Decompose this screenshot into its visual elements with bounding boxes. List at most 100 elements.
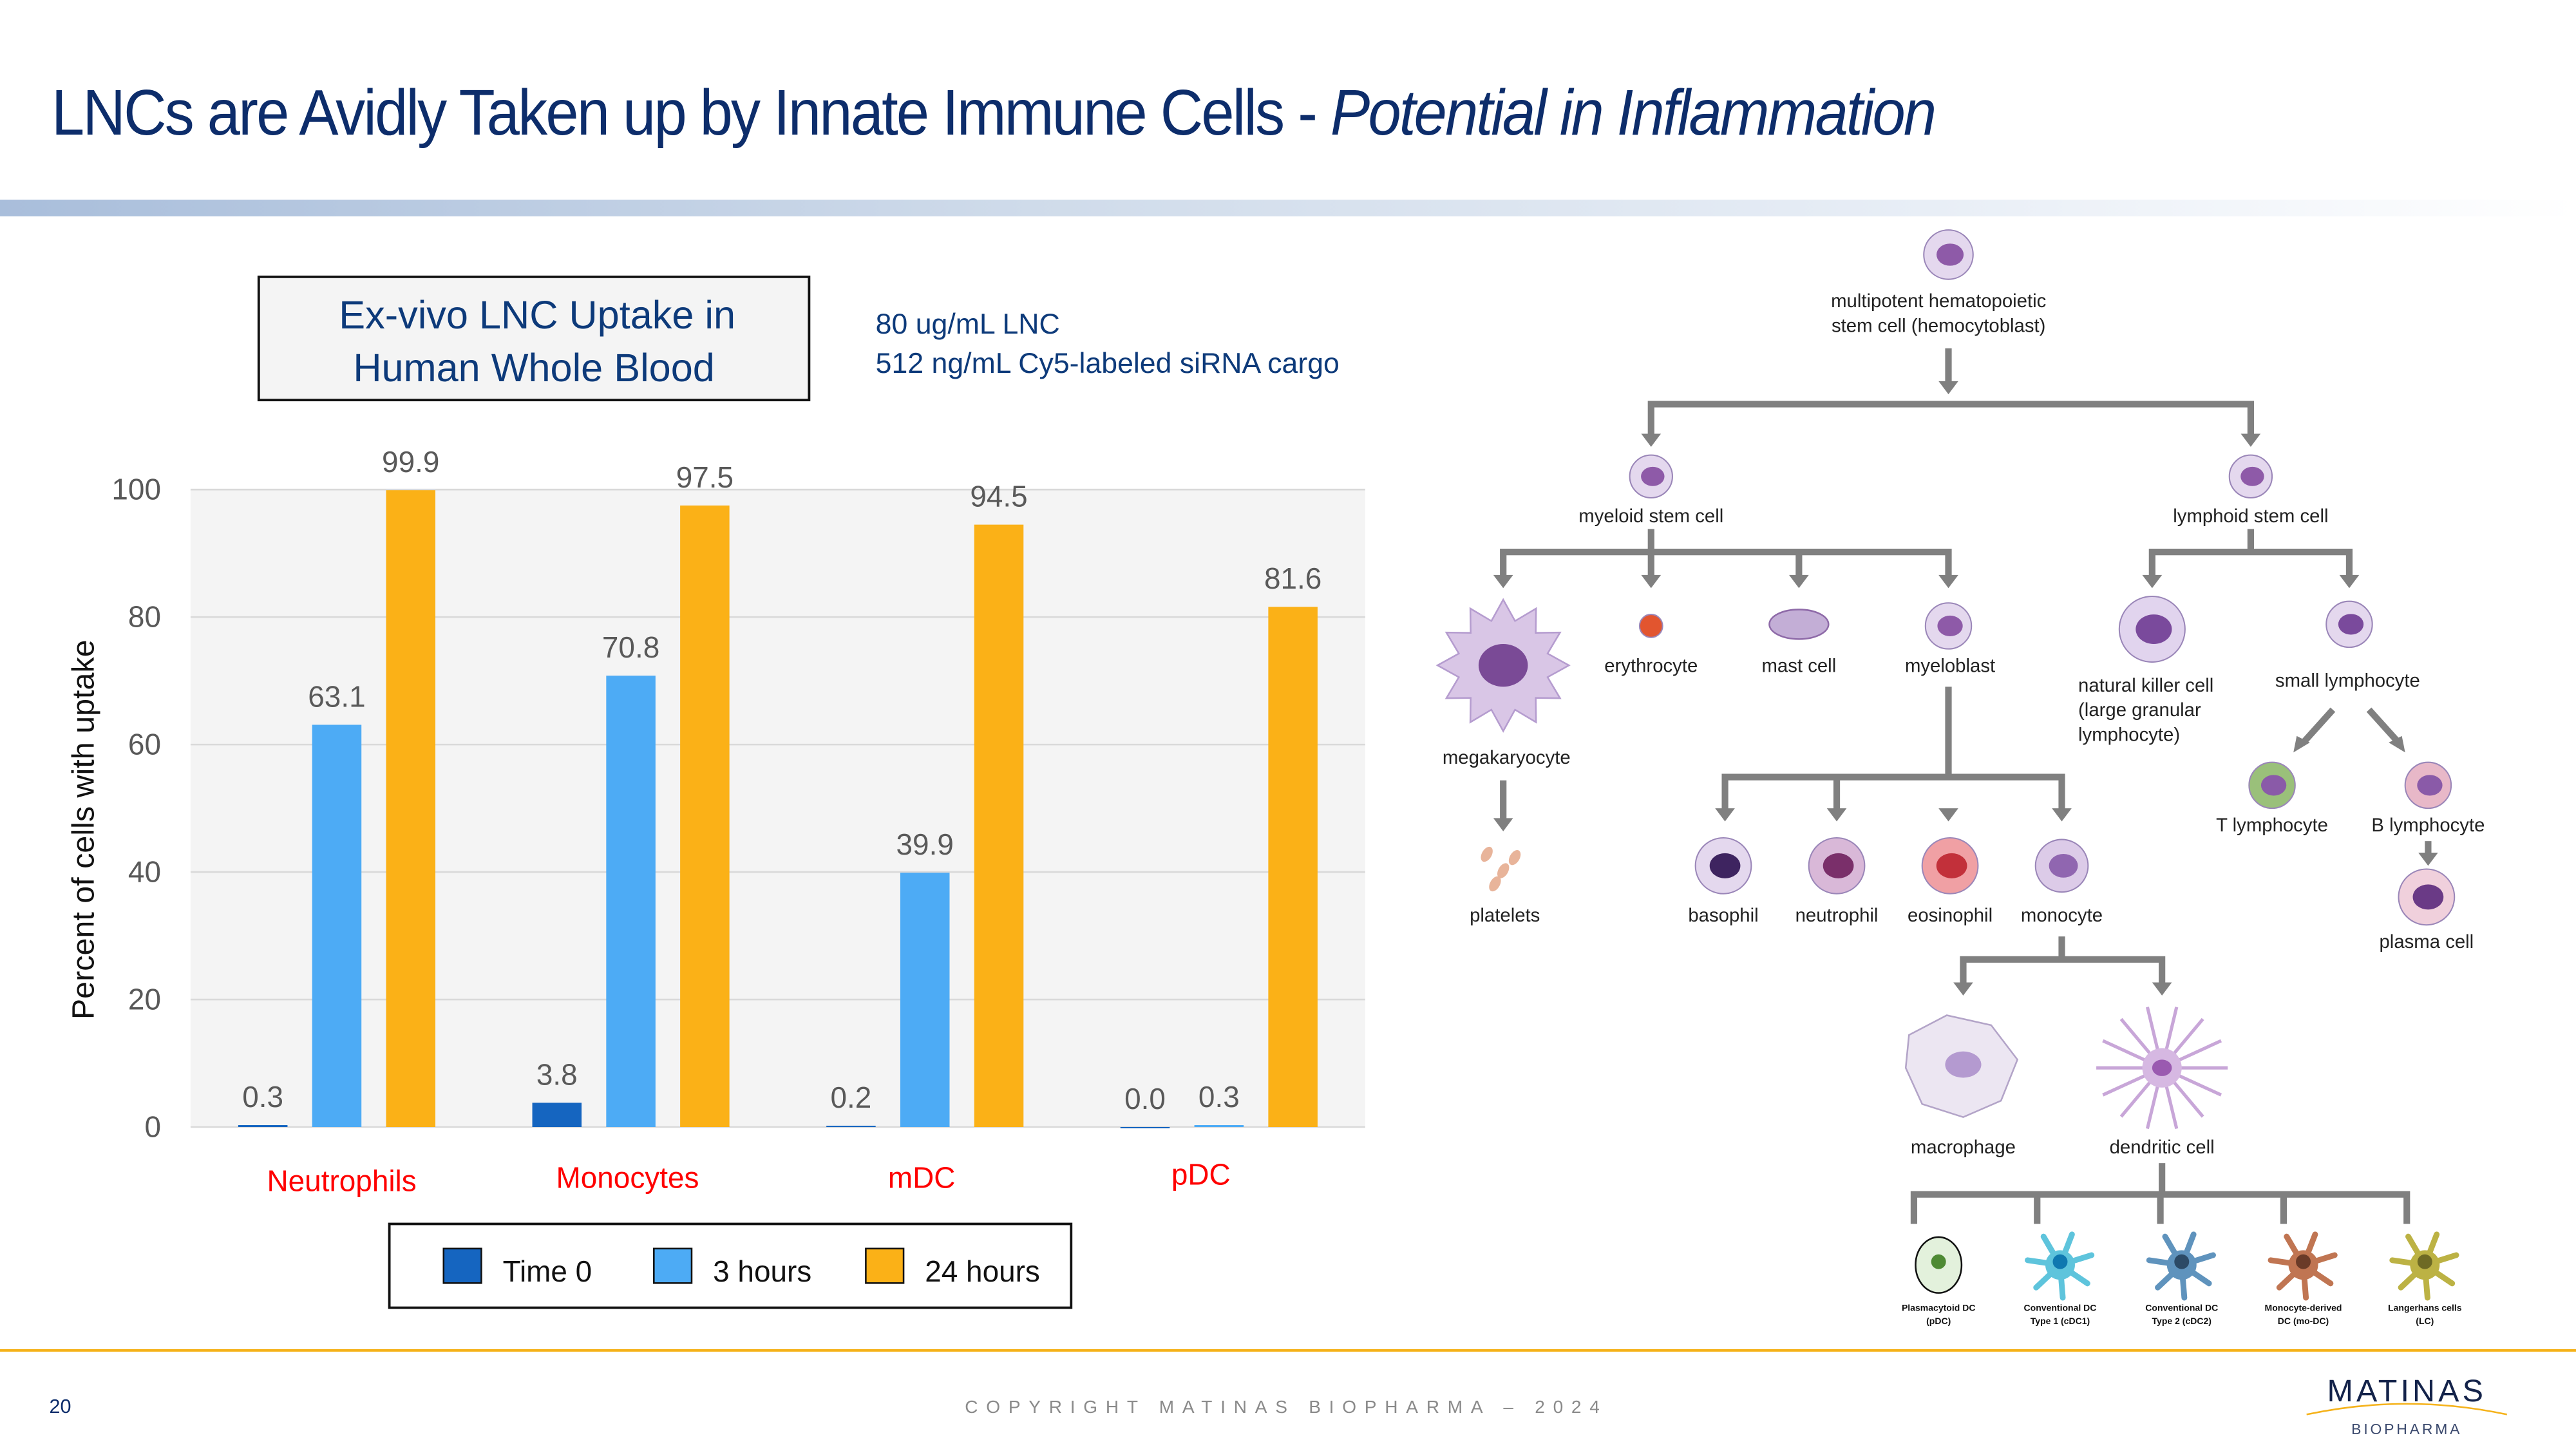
arrowhead (1938, 381, 1958, 395)
label-neutrophil: neutrophil (1795, 905, 1879, 926)
hematopoiesis-diagram: multipotent hematopoietic stem cell (hem… (1435, 229, 2485, 1326)
dc-type-label: Type 1 (cDC1) (2031, 1316, 2090, 1326)
bar-value-label: 99.9 (382, 445, 439, 478)
header-gradient-band (0, 200, 2576, 216)
legend-swatch (865, 1247, 905, 1284)
logo-subtitle: BIOPHARMA (2351, 1421, 2462, 1437)
label-lymphoid-stem-cell: lymphoid stem cell (2173, 506, 2328, 527)
dc-type-label: (pDC) (1926, 1316, 1951, 1326)
label-b-lymphocyte: B lymphocyte (2371, 815, 2485, 836)
arrowhead (1493, 818, 1513, 831)
label-myeloblast: myeloblast (1905, 655, 1995, 676)
bar (606, 676, 656, 1127)
label-dendritic-cell: dendritic cell (2110, 1137, 2215, 1158)
bar-value-label: 3.8 (536, 1057, 578, 1091)
connector-line (1647, 401, 2254, 437)
arrowhead (2293, 735, 2310, 753)
bar-value-label: 0.0 (1124, 1082, 1166, 1115)
chart-title-line1: Ex-vivo LNC Uptake in (339, 293, 735, 337)
dc-type-label: Plasmacytoid DC (1902, 1303, 1976, 1313)
platelet-icon (1508, 849, 1521, 866)
arrowhead (1493, 574, 1513, 589)
bar (974, 524, 1024, 1127)
eosinophil-nucleus-icon (1936, 853, 1967, 878)
megakaryocyte-nucleus-icon (1478, 644, 1528, 687)
label-stem-cell-1: multipotent hematopoietic (1831, 290, 2046, 312)
bar-value-label: 0.3 (242, 1080, 283, 1113)
platelet-icon (1497, 863, 1510, 878)
myeloblast-nucleus-icon (1937, 615, 1963, 637)
dc-type-icon (2146, 1231, 2216, 1301)
note-sirna-cargo: 512 ng/mL Cy5-labeled siRNA cargo (876, 348, 1340, 379)
platelet-icon (1481, 846, 1493, 862)
chart-title-line2: Human Whole Blood (353, 346, 714, 390)
category-label: mDC (888, 1160, 956, 1194)
mast-cell-icon (1768, 609, 1830, 640)
dc-type-icon (2389, 1231, 2459, 1301)
page-number: 20 (50, 1396, 71, 1417)
title-italic: Potential in Inflammation (1330, 77, 1937, 149)
bar-chart: 0 20 40 60 80 100 0.3 63.1 99.9 3.8 70.8 97.5 0.2 39… (66, 445, 1365, 1309)
arrowhead (2052, 808, 2072, 822)
plot-area (190, 489, 1365, 1127)
bar (826, 1126, 876, 1128)
bar (532, 1103, 582, 1127)
arrowhead (1938, 808, 1958, 822)
legend-label: 3 hours (713, 1255, 811, 1288)
arrowhead (2389, 735, 2405, 753)
lymphoid-stem-cell-nucleus-icon (2240, 466, 2264, 486)
bar-value-label: 81.6 (1264, 562, 1321, 595)
label-eosinophil: eosinophil (1908, 905, 1993, 926)
arrowhead (1641, 574, 1662, 589)
y-axis-label: Percent of cells with uptake (66, 639, 100, 1019)
dc-type-label: Type 2 (cDC2) (2152, 1316, 2211, 1326)
label-small-lymphocyte: small lymphocyte (2275, 670, 2420, 691)
label-basophil: basophil (1688, 905, 1758, 926)
plasma-cell-nucleus-icon (2412, 884, 2444, 910)
legend-label: Time 0 (503, 1255, 592, 1288)
b-lymphocyte-nucleus-icon (2417, 775, 2443, 796)
legend-swatch (653, 1247, 693, 1284)
myeloid-stem-cell-nucleus-icon (1641, 466, 1665, 486)
nk-cell-nucleus-icon (2136, 614, 2172, 644)
label-erythrocyte: erythrocyte (1604, 655, 1698, 676)
dc-type-nucleus-icon (2417, 1254, 2432, 1269)
connector-line (1500, 529, 1952, 578)
dc-type-nucleus-icon (2052, 1254, 2068, 1269)
dc-type-nucleus-icon (2296, 1254, 2311, 1269)
bar-value-label: 63.1 (308, 679, 365, 713)
dc-type-nucleus-icon (2174, 1254, 2190, 1269)
chart-title-box (257, 275, 811, 402)
y-tick-label: 60 (128, 727, 161, 761)
label-stem-cell-2: stem cell (hemocytoblast) (1832, 315, 2046, 336)
bar-value-label: 39.9 (896, 828, 954, 861)
label-plasma-cell: plasma cell (2380, 931, 2474, 952)
small-lymphocyte-nucleus-icon (2338, 614, 2364, 635)
arrowhead (1826, 808, 1847, 822)
label-nk-cell-3: lymphocyte) (2078, 724, 2180, 746)
logo-wordmark: MATINAS (2327, 1374, 2486, 1408)
dc-type-icon (2025, 1231, 2095, 1301)
title-separator: - (1283, 77, 1331, 149)
label-megakaryocyte: megakaryocyte (1443, 747, 1571, 768)
bar-value-label: 70.8 (602, 630, 659, 664)
dc-type-label: DC (mo-DC) (2278, 1316, 2329, 1326)
category-label: pDC (1171, 1157, 1231, 1191)
bar-value-label: 0.3 (1198, 1080, 1240, 1113)
legend-swatch (442, 1247, 482, 1284)
arrowhead (2152, 982, 2172, 996)
diagram-connectors (1493, 348, 2438, 1224)
y-tick-label: 0 (144, 1110, 161, 1143)
arrowhead (2339, 574, 2360, 589)
neutrophil-nucleus-icon (1823, 853, 1854, 878)
legend-box (388, 1222, 1073, 1309)
label-platelets: platelets (1470, 905, 1540, 926)
slide-title: LNCs are Avidly Taken up by Innate Immun… (52, 76, 1937, 150)
y-tick-label: 100 (111, 473, 161, 506)
label-nk-cell-1: natural killer cell (2078, 675, 2213, 696)
bar (900, 873, 950, 1127)
monocyte-nucleus-icon (2049, 854, 2078, 878)
arrowhead (2418, 852, 2438, 866)
connector-line (2148, 529, 2353, 578)
